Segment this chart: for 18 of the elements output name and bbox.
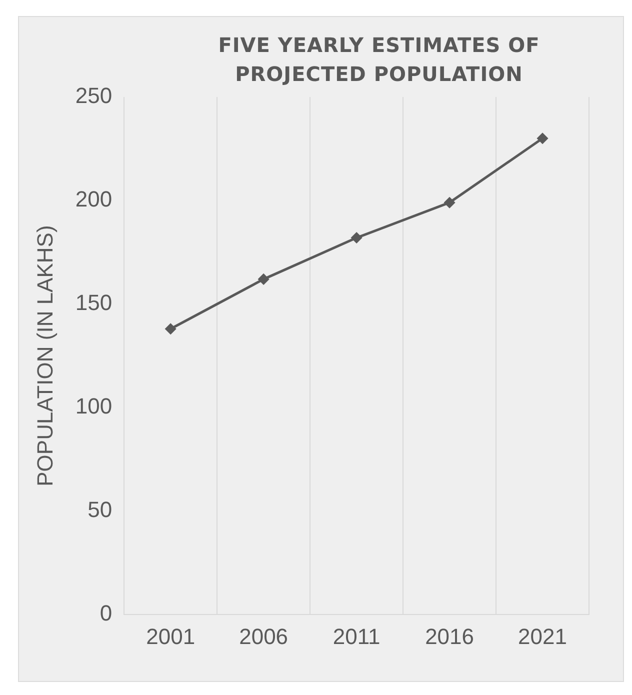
y-tick-label: 0 [100,600,112,626]
x-tick-label: 2011 [332,624,380,649]
y-tick-label: 100 [75,394,112,419]
point [351,232,362,244]
y-tick-label: 50 [88,497,112,522]
y-axis-title: POPULATION (IN LAKHS) [32,225,58,486]
x-tick-label: 2006 [239,624,288,649]
x-tick-label: 2001 [146,624,196,649]
x-tick-label: 2021 [518,624,567,649]
point [537,133,548,144]
x-tick-label: 2016 [425,624,474,649]
point [258,274,269,284]
point [165,324,176,334]
y-tick-label: 250 [75,83,112,108]
point [444,197,455,208]
y-tick-label: 200 [75,186,112,212]
chart-title: FIVE YEARLY ESTIMATES OF PROJECTED POPULATION [217,32,541,88]
y-tick-label: 150 [75,290,112,316]
